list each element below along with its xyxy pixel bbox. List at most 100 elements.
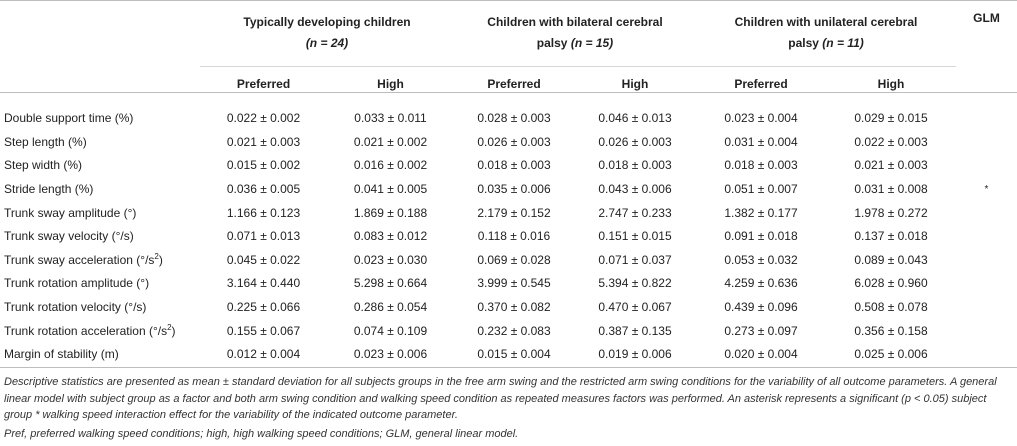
glm-significance: [956, 154, 1017, 178]
glm-significance: *: [984, 183, 989, 195]
value-cell: 2.179 ± 0.152: [477, 205, 551, 220]
value-cell: 0.021 ± 0.003: [226, 134, 301, 149]
value-cell: 0.026 ± 0.003: [477, 134, 551, 149]
row-label: Step length (%): [4, 134, 87, 149]
value-cell: 3.164 ± 0.440: [226, 276, 301, 291]
table-row: Step width (%) 0.015 ± 0.002 0.016 ± 0.002…: [0, 154, 1017, 178]
value-cell: 0.018 ± 0.003: [477, 158, 551, 173]
value-cell: 1.382 ± 0.177: [724, 205, 798, 220]
value-cell: 1.166 ± 0.123: [226, 205, 301, 220]
value-cell: 0.015 ± 0.004: [477, 347, 551, 362]
glm-significance: [956, 248, 1017, 272]
row-label: Double support time (%): [4, 111, 134, 126]
header-rule: [0, 92, 1017, 93]
value-cell: 3.999 ± 0.545: [477, 276, 551, 291]
value-cell: 0.018 ± 0.003: [598, 158, 672, 173]
value-cell: 0.021 ± 0.003: [854, 158, 928, 173]
row-label: Trunk rotation acceleration (°/s2): [4, 322, 176, 338]
value-cell: 1.978 ± 0.272: [854, 205, 928, 220]
group-n-td: (n = 24): [305, 35, 349, 50]
value-cell: 0.053 ± 0.032: [724, 252, 798, 267]
table-row: Double support time (%) 0.022 ± 0.002 0.03…: [0, 101, 1017, 131]
value-cell: 0.026 ± 0.003: [598, 134, 672, 149]
row-label: Trunk rotation velocity (°/s): [4, 300, 147, 315]
glm-significance: [956, 101, 1017, 131]
value-cell: 0.036 ± 0.005: [226, 182, 301, 197]
row-label: Stride length (%): [4, 182, 94, 197]
subheader-bcp-high: High: [574, 65, 696, 101]
value-cell: 0.071 ± 0.013: [226, 229, 301, 244]
row-label: Trunk rotation amplitude (°): [4, 276, 150, 291]
value-cell: 2.747 ± 0.233: [598, 205, 672, 220]
table-row: Trunk sway acceleration (°/s2) 0.045 ± 0.…: [0, 248, 1017, 272]
value-cell: 0.035 ± 0.006: [477, 182, 551, 197]
table-row: Margin of stability (m) 0.012 ± 0.004 0.02…: [0, 342, 1017, 372]
value-cell: 0.074 ± 0.109: [353, 323, 428, 338]
table-row: Trunk sway amplitude (°) 1.166 ± 0.123 1.8…: [0, 201, 1017, 225]
value-cell: 0.031 ± 0.004: [724, 134, 798, 149]
group-header-typically-developing: Typically developing children (n = 24): [243, 14, 411, 50]
row-label-header: [0, 0, 200, 66]
value-cell: 0.043 ± 0.006: [598, 182, 672, 197]
subheader-ucp-high: High: [826, 65, 956, 101]
footnote-descriptive: Descriptive statistics are presented as …: [4, 376, 997, 421]
table-body: Double support time (%) 0.022 ± 0.002 0.03…: [0, 101, 1017, 373]
value-cell: 0.023 ± 0.030: [353, 252, 428, 267]
value-cell: 0.046 ± 0.013: [598, 111, 672, 126]
value-cell: 1.869 ± 0.188: [353, 205, 428, 220]
row-label: Margin of stability (m): [4, 347, 119, 362]
table-row: Trunk rotation velocity (°/s) 0.225 ± 0.0…: [0, 295, 1017, 319]
subheader-td-high: High: [327, 65, 454, 101]
group-n-ucp: (n = 11): [822, 35, 864, 50]
value-cell: 0.470 ± 0.067: [598, 300, 672, 315]
value-cell: 0.089 ± 0.043: [854, 252, 928, 267]
value-cell: 0.083 ± 0.012: [353, 229, 428, 244]
value-cell: 0.439 ± 0.096: [724, 300, 798, 315]
row-label: Trunk sway acceleration (°/s2): [4, 251, 163, 267]
value-cell: 0.019 ± 0.006: [598, 347, 672, 362]
value-cell: 6.028 ± 0.960: [854, 276, 928, 291]
value-cell: 0.012 ± 0.004: [226, 347, 301, 362]
value-cell: 0.018 ± 0.003: [724, 158, 798, 173]
value-cell: 0.015 ± 0.002: [226, 158, 301, 173]
value-cell: 0.370 ± 0.082: [477, 300, 551, 315]
value-cell: 5.394 ± 0.822: [598, 276, 672, 291]
value-cell: 0.025 ± 0.006: [854, 347, 928, 362]
value-cell: 0.016 ± 0.002: [353, 158, 428, 173]
value-cell: 0.041 ± 0.005: [353, 182, 428, 197]
glm-significance: [956, 272, 1017, 296]
value-cell: 0.508 ± 0.078: [854, 300, 928, 315]
glm-significance: [956, 224, 1017, 248]
table-row: Trunk rotation acceleration (°/s2) 0.155 …: [0, 319, 1017, 343]
row-label: Trunk sway amplitude (°): [4, 205, 137, 220]
value-cell: 0.029 ± 0.015: [854, 111, 928, 126]
value-cell: 0.051 ± 0.007: [724, 182, 798, 197]
value-cell: 0.071 ± 0.037: [598, 252, 672, 267]
value-cell: 0.031 ± 0.008: [854, 182, 928, 197]
value-cell: 0.033 ± 0.011: [354, 111, 427, 126]
value-cell: 0.021 ± 0.002: [353, 134, 428, 149]
value-cell: 0.225 ± 0.066: [226, 300, 301, 315]
value-cell: 0.045 ± 0.022: [226, 252, 301, 267]
value-cell: 5.298 ± 0.664: [353, 276, 428, 291]
value-cell: 0.023 ± 0.006: [353, 347, 428, 362]
subheader-ucp-preferred: Preferred: [696, 65, 826, 101]
value-cell: 0.356 ± 0.158: [854, 323, 928, 338]
value-cell: 0.155 ± 0.067: [226, 323, 301, 338]
value-cell: 0.023 ± 0.004: [724, 111, 798, 126]
subheader-empty: [0, 66, 200, 101]
row-label: Trunk sway velocity (°/s): [4, 229, 134, 244]
value-cell: 0.022 ± 0.002: [226, 111, 301, 126]
group-n-bcp: (n = 15): [570, 35, 614, 50]
value-cell: 0.387 ± 0.135: [598, 323, 672, 338]
value-cell: 0.022 ± 0.003: [854, 134, 928, 149]
top-rule: [0, 0, 1017, 1]
group-header-glm: GLM: [973, 11, 1000, 25]
footnote-abbreviations: Pref, preferred walking speed conditions…: [4, 428, 519, 440]
value-cell: 0.137 ± 0.018: [854, 229, 928, 244]
subheader-glm-empty: [956, 66, 1017, 101]
descriptive-statistics-table: Typically developing children (n = 24) C…: [0, 0, 1017, 373]
table-row: Step length (%) 0.021 ± 0.003 0.021 ± 0.00…: [0, 130, 1017, 154]
subheader-bcp-preferred: Preferred: [454, 65, 574, 101]
